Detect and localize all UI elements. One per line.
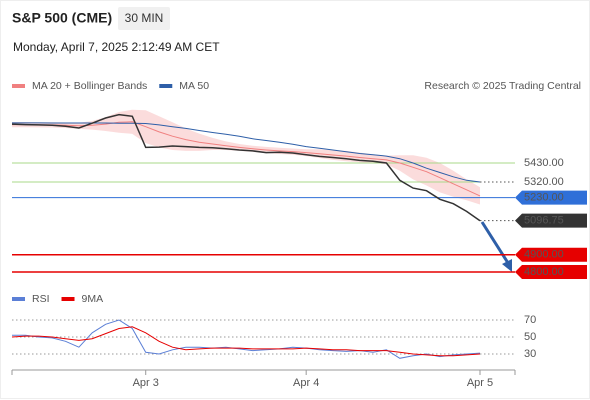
- level-label: 5320.00: [524, 176, 564, 188]
- legend-swatch: [159, 84, 173, 88]
- level-label: 4800.00: [524, 266, 564, 278]
- legend-label: RSI: [32, 293, 50, 305]
- level-label: 5230.00: [524, 192, 564, 204]
- symbol: S&P 500 (CME): [12, 10, 112, 26]
- level-label: 4900.00: [524, 249, 564, 261]
- level-box: [515, 190, 587, 205]
- y-tick-label: 70: [524, 314, 536, 326]
- level-box: [515, 265, 587, 280]
- ma-line: [12, 121, 481, 197]
- forecast-arrow: [480, 221, 510, 264]
- x-tick-label: Apr 3: [133, 377, 159, 389]
- legend-label: 9MA: [82, 293, 104, 305]
- rsi-line: [11, 326, 481, 357]
- price-line: [11, 113, 481, 222]
- legend-swatch: [12, 84, 25, 88]
- interval: 30 MIN: [125, 11, 164, 25]
- level-label: 5096.75: [524, 215, 564, 227]
- ma-line: [12, 122, 481, 183]
- legend-label: MA 50: [179, 80, 209, 92]
- legend-swatch: [61, 297, 75, 301]
- level-label: 5430.00: [524, 157, 564, 169]
- x-tick-label: Apr 5: [467, 377, 493, 389]
- legend-label: MA 20 + Bollinger Bands: [32, 80, 147, 92]
- rsi-line: [12, 319, 481, 359]
- interval-badge: [118, 7, 170, 30]
- level-box: [515, 213, 587, 228]
- bollinger-band: [12, 109, 480, 205]
- level-box: [515, 247, 587, 262]
- y-tick-label: 30: [524, 348, 536, 360]
- y-tick-label: 50: [524, 331, 536, 343]
- forecast-arrowhead: [502, 259, 512, 272]
- copyright: Research © 2025 Trading Central: [424, 80, 581, 92]
- timestamp: Monday, April 7, 2025 2:12:49 AM CET: [13, 40, 220, 54]
- x-tick-label: Apr 4: [293, 377, 319, 389]
- legend-swatch: [12, 297, 25, 301]
